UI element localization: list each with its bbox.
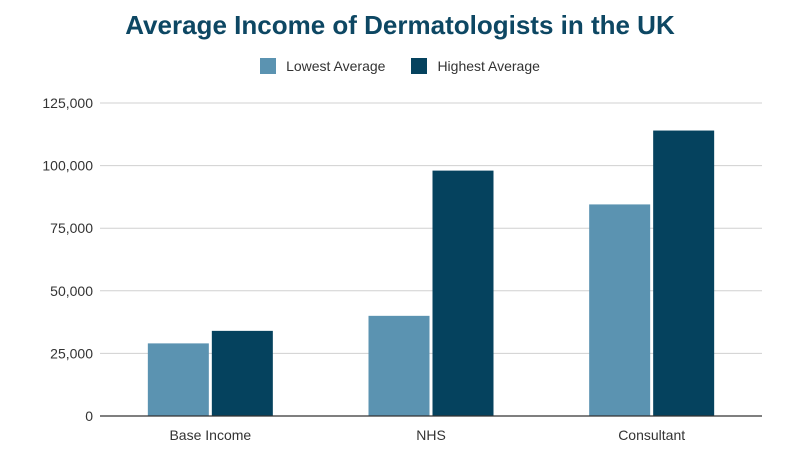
y-tick-label: 25,000 bbox=[50, 345, 93, 361]
y-tick-label: 75,000 bbox=[50, 220, 93, 236]
y-tick-label: 125,000 bbox=[42, 95, 93, 111]
bar-highest-consultant bbox=[653, 130, 715, 416]
legend-swatch-highest bbox=[411, 58, 428, 74]
x-tick-label: Base Income bbox=[169, 427, 251, 443]
bar-highest-base-income bbox=[211, 330, 273, 416]
bar-lowest-base-income bbox=[147, 343, 209, 416]
bar-highest-nhs bbox=[432, 170, 494, 416]
legend-swatch-lowest bbox=[260, 58, 277, 74]
bar-lowest-nhs bbox=[368, 315, 430, 416]
y-tick-label: 100,000 bbox=[42, 158, 93, 174]
chart-title: Average Income of Dermatologists in the … bbox=[125, 10, 675, 40]
legend-item-lowest: Lowest Average bbox=[260, 58, 385, 74]
legend-label-lowest: Lowest Average bbox=[286, 58, 386, 74]
legend: Lowest Average Highest Average bbox=[0, 58, 800, 74]
bar-lowest-consultant bbox=[589, 204, 651, 416]
y-tick-label: 50,000 bbox=[50, 283, 93, 299]
legend-item-highest: Highest Average bbox=[411, 58, 540, 74]
legend-label-highest: Highest Average bbox=[437, 58, 540, 74]
x-tick-label: Consultant bbox=[618, 427, 685, 443]
y-tick-label: 0 bbox=[85, 408, 93, 424]
x-tick-label: NHS bbox=[416, 427, 446, 443]
